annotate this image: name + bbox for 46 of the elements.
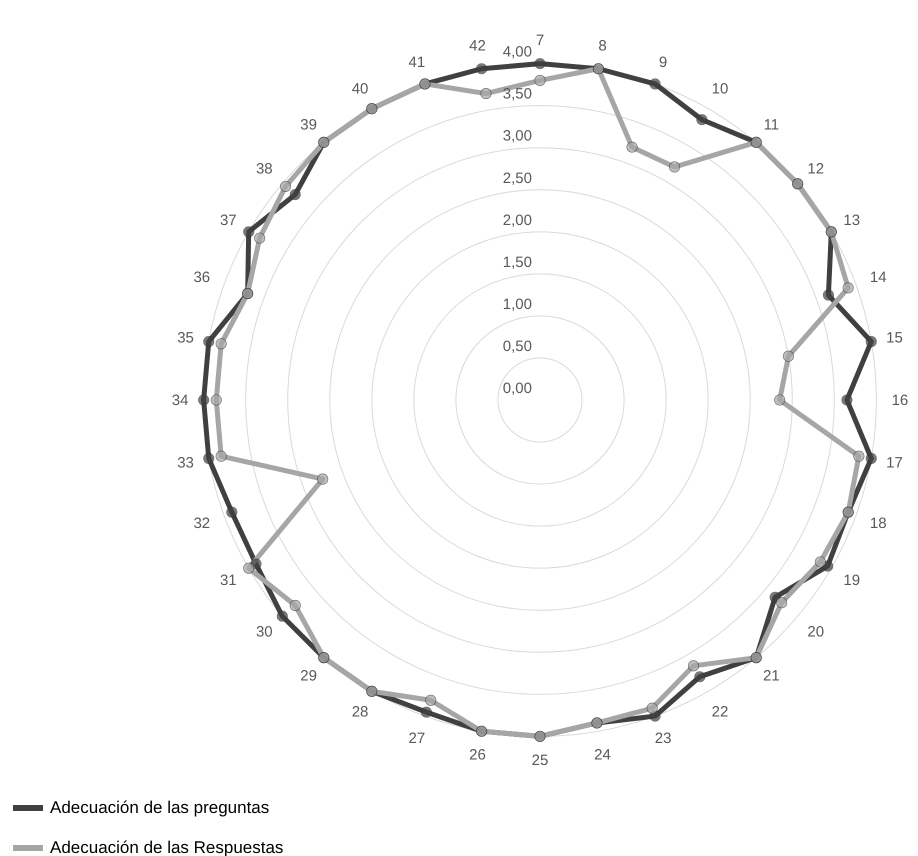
spoke-label: 33 [177,454,194,472]
y-tick-label: 1,50 [502,254,532,271]
spoke-label: 38 [256,160,273,178]
spoke-label: 27 [408,730,426,748]
spoke-label: 15 [886,330,903,346]
y-tick-label: 0,50 [502,338,532,355]
spoke-label: 22 [712,704,728,721]
spoke-label: 37 [220,212,237,230]
spoke-label: 12 [807,160,824,178]
spoke-label: 24 [594,746,611,764]
spoke-label: 10 [712,80,728,98]
spoke-label: 23 [654,730,672,748]
spoke-label: 42 [469,38,486,55]
spoke-label: 25 [532,752,548,769]
spoke-label: 20 [807,623,824,640]
y-tick-label: 3,00 [502,128,532,145]
spoke-label: 26 [469,746,486,764]
y-tick-label: 4,00 [502,44,532,61]
spoke-label: 35 [177,330,194,346]
y-tick-label: 2,50 [502,170,532,187]
spoke-label: 41 [408,54,426,71]
spoke-label: 39 [300,116,317,134]
spoke-label: 9 [658,54,668,71]
y-tick-label: 2,00 [502,212,532,229]
y-tick-label: 3,50 [502,86,532,103]
legend-label: Adecuación de las preguntas [50,798,270,817]
spoke-label: 19 [843,572,860,589]
spoke-label: 32 [193,515,210,532]
spoke-label: 31 [220,572,237,589]
spoke-label: 28 [352,704,368,721]
spoke-label: 34 [172,392,188,409]
spoke-label: 29 [300,668,317,685]
spoke-label: 11 [764,116,780,134]
spoke-label: 21 [763,668,780,685]
spoke-label: 18 [870,515,887,532]
spoke-label: 40 [352,80,368,98]
spoke-label: 16 [892,392,908,409]
spoke-label: 36 [193,268,210,286]
spoke-label: 13 [843,212,860,230]
y-tick-label: 1,00 [502,296,532,313]
spoke-label: 30 [256,623,273,640]
y-tick-label: 0,00 [502,380,532,397]
spoke-label: 8 [598,38,607,55]
spoke-label: 17 [886,454,903,472]
spoke-label: 7 [536,32,544,50]
spoke-label: 14 [870,268,887,286]
